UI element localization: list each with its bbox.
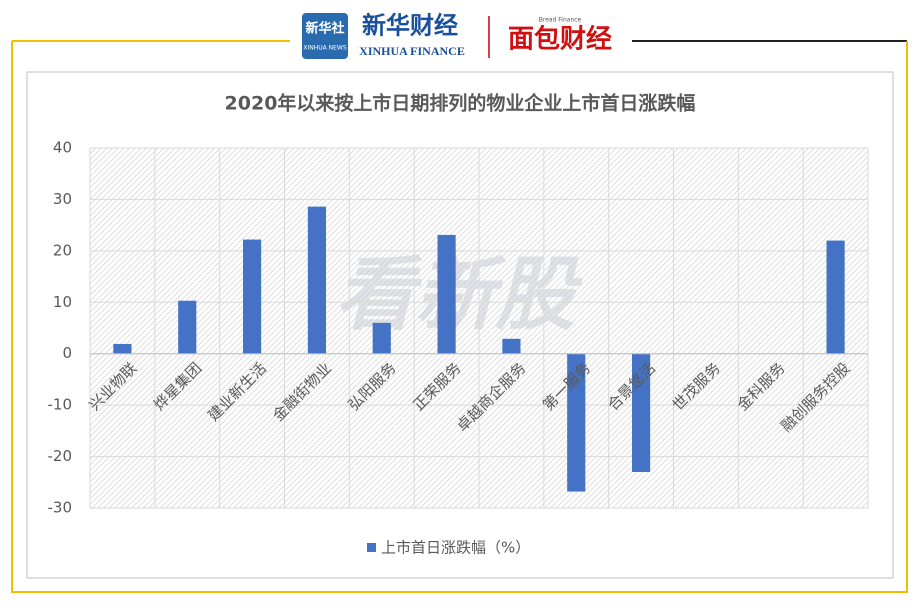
legend-swatch: [367, 543, 376, 552]
chart-title: 2020年以来按上市日期排列的物业企业上市首日涨跌幅: [225, 92, 696, 115]
bar: [113, 343, 132, 354]
frame: [11, 41, 908, 593]
bar: [178, 300, 197, 354]
y-tick-label: -20: [48, 447, 73, 465]
y-tick-label: 0: [62, 344, 72, 362]
logo-text: 新华社: [305, 21, 344, 37]
y-tick-label: 20: [53, 241, 72, 259]
y-tick-label: 30: [53, 190, 72, 208]
legend-label: 上市首日涨跌幅（%）: [381, 539, 530, 557]
bar: [826, 240, 845, 354]
logo: [302, 13, 348, 59]
y-tick-label: 10: [53, 293, 72, 311]
bar: [567, 353, 586, 492]
partner: 面包财经: [508, 24, 612, 55]
y-tick-label: -30: [48, 499, 73, 517]
bar: [437, 234, 456, 354]
bar: [372, 322, 391, 354]
bar: [243, 239, 262, 354]
watermark: 看新股: [335, 248, 583, 341]
bar: [502, 338, 521, 354]
logo-sub: XINHUA NEWS: [303, 45, 346, 52]
bar: [632, 353, 651, 472]
partner-en: Bread Finance: [539, 17, 582, 24]
y-tick-label: -10: [48, 396, 73, 414]
brand: 新华财经: [362, 12, 458, 40]
brand-en: XINHUA FINANCE: [359, 44, 465, 58]
bar: [307, 206, 326, 354]
y-tick-label: 40: [53, 139, 72, 157]
